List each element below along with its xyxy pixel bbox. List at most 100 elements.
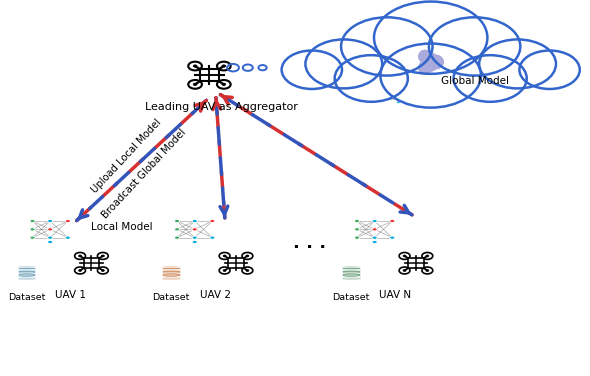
Circle shape xyxy=(410,98,414,100)
Circle shape xyxy=(210,220,215,223)
Bar xyxy=(162,277,180,279)
Circle shape xyxy=(410,85,414,87)
Circle shape xyxy=(382,98,386,100)
FancyBboxPatch shape xyxy=(84,258,99,268)
Circle shape xyxy=(382,91,386,94)
Ellipse shape xyxy=(162,276,180,277)
Circle shape xyxy=(175,220,179,223)
Text: UAV 1: UAV 1 xyxy=(55,290,86,300)
Circle shape xyxy=(192,228,197,231)
Bar xyxy=(18,270,35,273)
Circle shape xyxy=(175,236,179,239)
Circle shape xyxy=(30,220,35,223)
Ellipse shape xyxy=(342,270,360,271)
Circle shape xyxy=(306,39,382,88)
Ellipse shape xyxy=(162,270,180,271)
Circle shape xyxy=(396,70,400,73)
Text: UAV 2: UAV 2 xyxy=(200,290,231,300)
Circle shape xyxy=(355,220,359,223)
Ellipse shape xyxy=(162,266,180,268)
Circle shape xyxy=(223,255,226,257)
Circle shape xyxy=(396,69,400,72)
Circle shape xyxy=(473,65,477,68)
Circle shape xyxy=(48,220,53,223)
Circle shape xyxy=(78,255,81,257)
Text: Leading UAV as Aggregator: Leading UAV as Aggregator xyxy=(145,102,298,112)
Bar xyxy=(18,273,35,276)
Circle shape xyxy=(396,56,400,59)
Circle shape xyxy=(519,50,580,89)
Circle shape xyxy=(222,83,226,86)
Circle shape xyxy=(48,228,53,231)
Circle shape xyxy=(381,44,481,108)
Circle shape xyxy=(473,69,477,72)
Circle shape xyxy=(454,55,527,102)
Circle shape xyxy=(455,49,460,52)
FancyBboxPatch shape xyxy=(228,258,244,268)
Ellipse shape xyxy=(162,273,180,274)
Circle shape xyxy=(372,228,377,231)
Ellipse shape xyxy=(342,276,360,277)
Circle shape xyxy=(382,77,386,79)
Circle shape xyxy=(429,17,520,76)
Ellipse shape xyxy=(18,278,35,280)
Circle shape xyxy=(246,270,249,271)
Circle shape xyxy=(396,85,400,87)
Circle shape xyxy=(192,240,197,244)
Circle shape xyxy=(410,83,414,86)
Text: Global Model: Global Model xyxy=(441,76,509,86)
Circle shape xyxy=(175,228,179,231)
Circle shape xyxy=(382,70,386,73)
Circle shape xyxy=(396,98,400,100)
Bar xyxy=(18,277,35,279)
Circle shape xyxy=(396,91,400,94)
Circle shape xyxy=(396,63,400,65)
Circle shape xyxy=(455,65,460,68)
Circle shape xyxy=(30,236,35,239)
Text: . . .: . . . xyxy=(293,233,326,252)
Circle shape xyxy=(390,220,395,223)
Circle shape xyxy=(396,87,400,89)
Ellipse shape xyxy=(162,278,180,280)
Ellipse shape xyxy=(342,273,360,274)
Circle shape xyxy=(101,270,104,271)
Circle shape xyxy=(372,220,377,223)
Circle shape xyxy=(403,255,406,257)
Circle shape xyxy=(479,39,556,88)
Circle shape xyxy=(48,240,53,244)
Circle shape xyxy=(246,255,249,257)
FancyBboxPatch shape xyxy=(200,69,219,81)
Circle shape xyxy=(410,69,414,72)
Bar xyxy=(162,273,180,276)
Text: Upload Local Model: Upload Local Model xyxy=(90,117,163,195)
Circle shape xyxy=(193,65,197,67)
Circle shape xyxy=(490,65,495,68)
Bar xyxy=(342,273,360,276)
Bar xyxy=(18,267,35,269)
Circle shape xyxy=(426,255,429,257)
Text: Dataset: Dataset xyxy=(152,293,190,302)
Circle shape xyxy=(410,70,414,73)
Text: Local Model: Local Model xyxy=(91,223,153,232)
Circle shape xyxy=(372,236,377,239)
Text: Dataset: Dataset xyxy=(8,293,45,302)
Text: Dataset: Dataset xyxy=(332,293,370,302)
Circle shape xyxy=(281,50,342,89)
Circle shape xyxy=(396,83,400,86)
Circle shape xyxy=(382,83,386,86)
Circle shape xyxy=(65,220,70,223)
Bar xyxy=(342,267,360,269)
Circle shape xyxy=(341,17,432,76)
Ellipse shape xyxy=(18,270,35,271)
Bar xyxy=(342,277,360,279)
Circle shape xyxy=(48,236,53,239)
Ellipse shape xyxy=(342,278,360,280)
Ellipse shape xyxy=(18,266,35,268)
Circle shape xyxy=(355,228,359,231)
Circle shape xyxy=(210,236,215,239)
Circle shape xyxy=(390,236,395,239)
Text: UAV N: UAV N xyxy=(379,290,411,300)
Ellipse shape xyxy=(18,273,35,274)
Circle shape xyxy=(335,55,408,102)
Circle shape xyxy=(473,57,477,60)
